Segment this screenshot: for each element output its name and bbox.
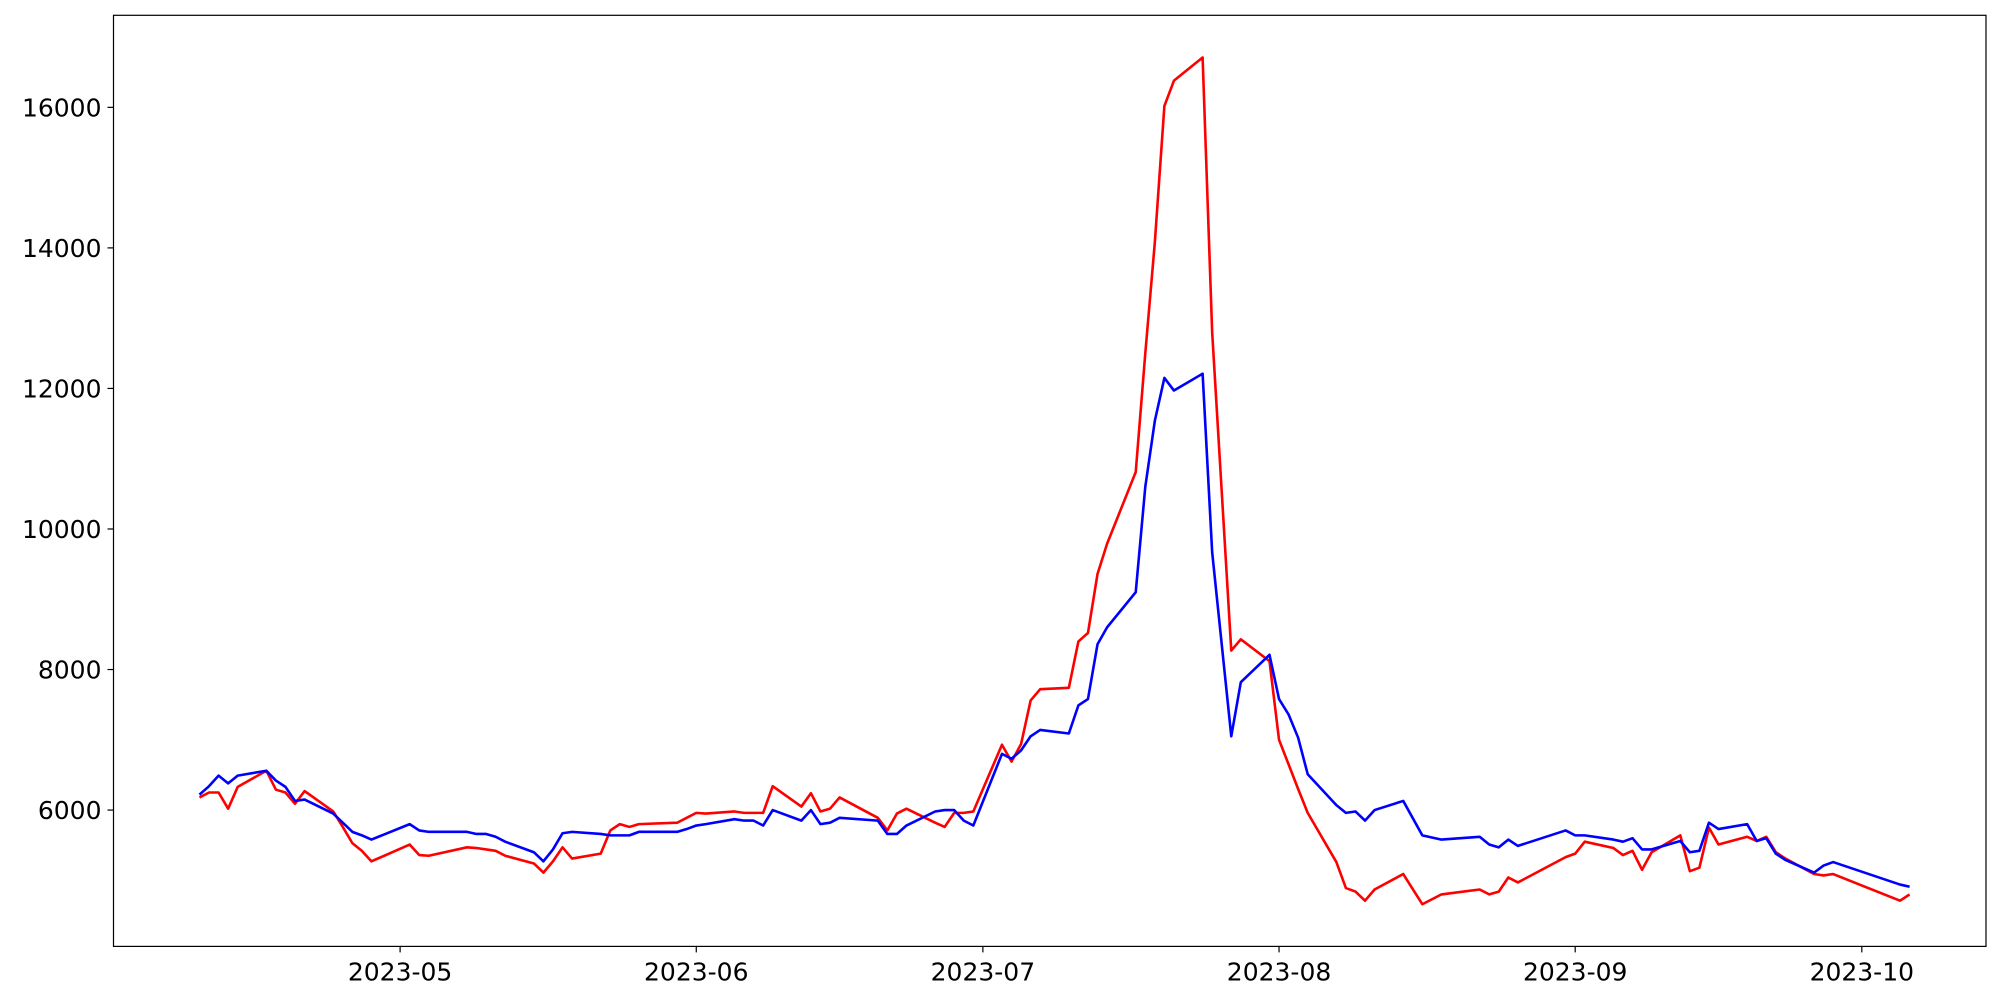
y-tick-label: 8000 <box>38 656 102 685</box>
line-series <box>198 56 1911 906</box>
x-tick-label: 2023-05 <box>348 957 452 986</box>
x-tick-label: 2023-10 <box>1810 957 1914 986</box>
x-tick-label: 2023-07 <box>931 957 1035 986</box>
x-tick-label: 2023-06 <box>644 957 748 986</box>
x-tick-label: 2023-09 <box>1523 957 1627 986</box>
y-tick-label: 16000 <box>22 93 102 122</box>
y-tick-label: 12000 <box>22 374 102 403</box>
y-tick-label: 14000 <box>22 234 102 263</box>
x-tick-label: 2023-08 <box>1227 957 1331 986</box>
plot-frame <box>112 14 1987 947</box>
line-series <box>198 372 1910 888</box>
y-tick-label: 6000 <box>38 796 102 825</box>
y-tick-label: 10000 <box>22 515 102 544</box>
